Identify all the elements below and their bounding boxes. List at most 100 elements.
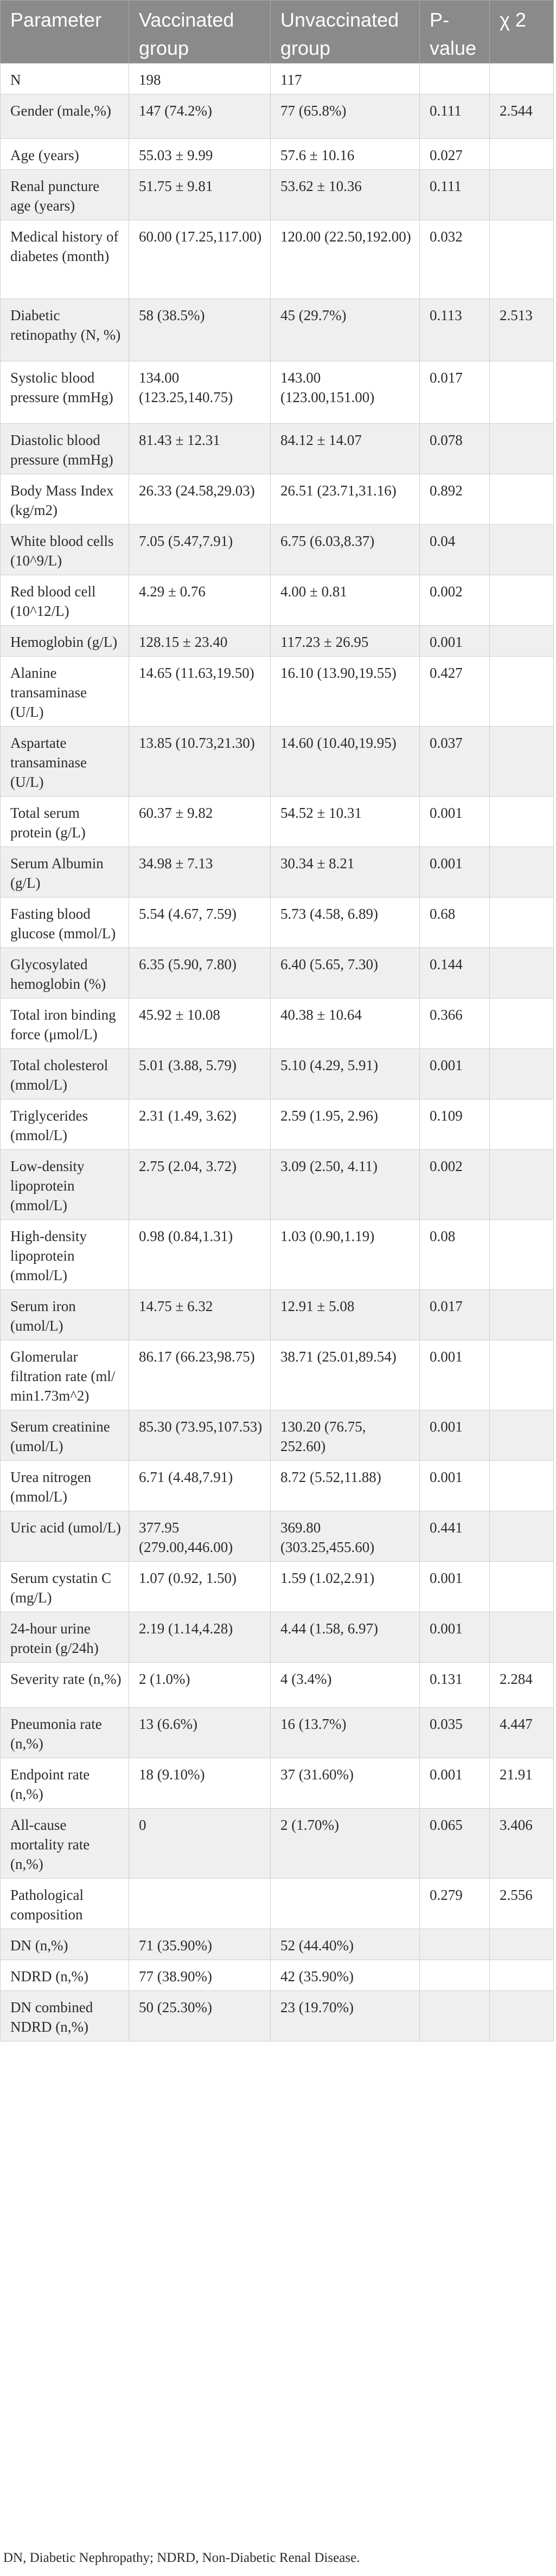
chi-square-cell [489, 1960, 554, 1991]
table-row: Triglycerides (mmol/L) 2.31 (1.49, 3.62) 2… [0, 1099, 554, 1150]
parameter-cell: Serum creatinine (umol/L) [0, 1410, 129, 1461]
p-value-cell: 0.001 [419, 1460, 490, 1511]
vaccinated-cell: 128.15 ± 23.40 [129, 625, 271, 657]
unvaccinated-cell: 117.23 ± 26.95 [270, 625, 420, 657]
table-row: Aspartate transaminase (U/L) 13.85 (10.73… [0, 726, 554, 797]
parameter-cell: Severity rate (n,%) [0, 1662, 129, 1708]
p-value-cell: 0.001 [419, 1758, 490, 1809]
vaccinated-cell: 26.33 (24.58,29.03) [129, 474, 271, 525]
p-value-cell: 0.065 [419, 1808, 490, 1879]
unvaccinated-cell: 84.12 ± 14.07 [270, 423, 420, 474]
vaccinated-cell: 18 (9.10%) [129, 1758, 271, 1809]
parameter-cell: Renal puncture age (years) [0, 169, 129, 220]
parameter-cell: Total cholesterol (mmol/L) [0, 1048, 129, 1099]
unvaccinated-cell: 1.59 (1.02,2.91) [270, 1561, 420, 1612]
unvaccinated-cell: 77 (65.8%) [270, 94, 420, 139]
unvaccinated-cell: 12.91 ± 5.08 [270, 1289, 420, 1340]
vaccinated-cell: 14.75 ± 6.32 [129, 1289, 271, 1340]
header-vaccinated: Vaccinated group [129, 0, 271, 63]
p-value-cell: 0.002 [419, 1149, 490, 1220]
chi-square-cell [489, 138, 554, 170]
chi-square-cell [489, 169, 554, 220]
header-p-value: P-value [419, 0, 490, 63]
vaccinated-cell: 377.95 (279.00,446.00) [129, 1511, 271, 1562]
table-row: Urea nitrogen (mmol/L) 6.71 (4.48,7.91) 8.… [0, 1460, 554, 1511]
p-value-cell: 0.427 [419, 656, 490, 727]
parameter-cell: High-density lipoprotein (mmol/L) [0, 1219, 129, 1290]
table-row: Severity rate (n,%) 2 (1.0%) 4 (3.4%) 0.131… [0, 1662, 554, 1708]
table-row: Pneumonia rate (n,%) 13 (6.6%) 16 (13.7%) 0… [0, 1707, 554, 1758]
table-row: Total iron binding force (μmol/L) 45.92 ±… [0, 998, 554, 1049]
chi-square-cell [489, 1149, 554, 1220]
chi-square-cell [489, 897, 554, 948]
parameter-cell: Pneumonia rate (n,%) [0, 1707, 129, 1758]
unvaccinated-cell: 57.6 ± 10.16 [270, 138, 420, 170]
p-value-cell: 0.441 [419, 1511, 490, 1562]
vaccinated-cell: 51.75 ± 9.81 [129, 169, 271, 220]
parameter-cell: N [0, 63, 129, 94]
unvaccinated-cell: 6.40 (5.65, 7.30) [270, 947, 420, 998]
table-row: Hemoglobin (g/L) 128.15 ± 23.40 117.23 ± 2… [0, 625, 554, 657]
unvaccinated-cell: 23 (19.70%) [270, 1990, 420, 2041]
p-value-cell: 0.001 [419, 1410, 490, 1461]
chi-square-cell [489, 1099, 554, 1150]
chi-square-cell [489, 63, 554, 94]
p-value-cell: 0.002 [419, 575, 490, 626]
chi-square-cell [489, 947, 554, 998]
table-row: Body Mass Index (kg/m2) 26.33 (24.58,29.0… [0, 474, 554, 525]
parameter-cell: Total iron binding force (μmol/L) [0, 998, 129, 1049]
chi-square-cell: 4.447 [489, 1707, 554, 1758]
table-row: DN combined NDRD (n,%) 50 (25.30%) 23 (19.… [0, 1990, 554, 2041]
vaccinated-cell: 6.35 (5.90, 7.80) [129, 947, 271, 998]
chi-square-cell [489, 1929, 554, 1960]
vaccinated-cell: 2.31 (1.49, 3.62) [129, 1099, 271, 1150]
header-unvaccinated: Unvaccinated group [270, 0, 420, 63]
table-row: Serum cystatin C (mg/L) 1.07 (0.92, 1.50)… [0, 1561, 554, 1612]
vaccinated-cell: 2.19 (1.14,4.28) [129, 1612, 271, 1663]
unvaccinated-cell: 14.60 (10.40,19.95) [270, 726, 420, 797]
table-row: Pathological composition 0.279 2.556 [0, 1878, 554, 1929]
unvaccinated-cell: 53.62 ± 10.36 [270, 169, 420, 220]
parameter-cell: NDRD (n,%) [0, 1960, 129, 1991]
parameter-cell: Serum cystatin C (mg/L) [0, 1561, 129, 1612]
chi-square-cell: 2.284 [489, 1662, 554, 1708]
parameter-cell: Systolic blood pressure (mmHg) [0, 361, 129, 424]
p-value-cell: 0.032 [419, 220, 490, 299]
parameter-cell: Endpoint rate (n,%) [0, 1758, 129, 1809]
table-row: All-cause mortality rate (n,%) 0 2 (1.70%)… [0, 1808, 554, 1879]
parameter-cell: Red blood cell (10^12/L) [0, 575, 129, 626]
chi-square-cell [489, 423, 554, 474]
table-row: 24-hour urine protein (g/24h) 2.19 (1.14,… [0, 1612, 554, 1663]
vaccinated-cell: 60.00 (17.25,117.00) [129, 220, 271, 299]
vaccinated-cell: 50 (25.30%) [129, 1990, 271, 2041]
unvaccinated-cell: 4 (3.4%) [270, 1662, 420, 1708]
table-row: Uric acid (umol/L) 377.95 (279.00,446.00)… [0, 1511, 554, 1562]
p-value-cell: 0.017 [419, 361, 490, 424]
unvaccinated-cell: 5.73 (4.58, 6.89) [270, 897, 420, 948]
p-value-cell [419, 1960, 490, 1991]
vaccinated-cell: 81.43 ± 12.31 [129, 423, 271, 474]
unvaccinated-cell: 4.44 (1.58, 6.97) [270, 1612, 420, 1663]
unvaccinated-cell: 4.00 ± 0.81 [270, 575, 420, 626]
vaccinated-cell: 0.98 (0.84,1.31) [129, 1219, 271, 1290]
p-value-cell: 0.04 [419, 524, 490, 575]
p-value-cell: 0.279 [419, 1878, 490, 1929]
parameter-cell: Serum Albumin (g/L) [0, 847, 129, 898]
p-value-cell: 0.027 [419, 138, 490, 170]
table-row: Alanine transaminase (U/L) 14.65 (11.63,1… [0, 656, 554, 727]
vaccinated-cell: 77 (38.90%) [129, 1960, 271, 1991]
parameter-cell: Triglycerides (mmol/L) [0, 1099, 129, 1150]
chi-square-cell: 2.544 [489, 94, 554, 139]
unvaccinated-cell: 38.71 (25.01,89.54) [270, 1340, 420, 1410]
table-row: Renal puncture age (years) 51.75 ± 9.81 53… [0, 169, 554, 220]
table-row: Diabetic retinopathy (N, %) 58 (38.5%) 45 … [0, 298, 554, 361]
table-row: Gender (male,%) 147 (74.2%) 77 (65.8%) 0.11… [0, 94, 554, 139]
parameter-cell: Glycosylated hemoglobin (%) [0, 947, 129, 998]
parameter-cell: Serum iron (umol/L) [0, 1289, 129, 1340]
p-value-cell: 0.078 [419, 423, 490, 474]
vaccinated-cell: 55.03 ± 9.99 [129, 138, 271, 170]
parameter-cell: Alanine transaminase (U/L) [0, 656, 129, 727]
unvaccinated-cell: 42 (35.90%) [270, 1960, 420, 1991]
parameter-cell: Uric acid (umol/L) [0, 1511, 129, 1562]
table-row: Low-density lipoprotein (mmol/L) 2.75 (2.… [0, 1149, 554, 1220]
